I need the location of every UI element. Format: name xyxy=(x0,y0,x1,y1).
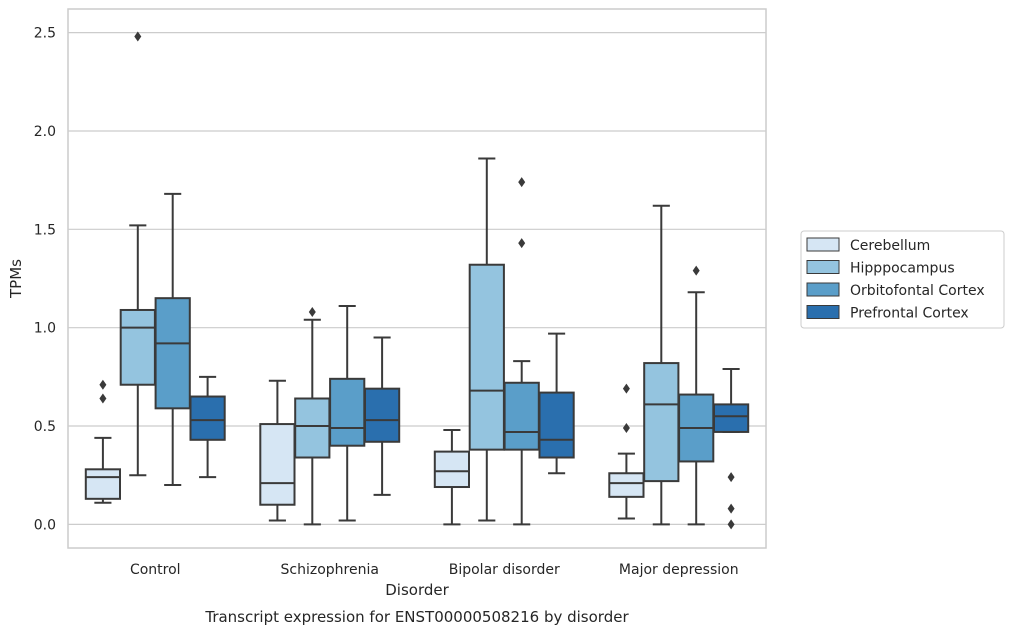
box-orbitofontal-cortex xyxy=(329,305,366,522)
box-iqr xyxy=(189,395,226,441)
outlier-point xyxy=(622,383,630,394)
legend-swatch xyxy=(806,282,840,297)
outlier-point xyxy=(99,379,107,390)
box-iqr xyxy=(608,472,645,498)
x-tick-labels: Control Schizophrenia Bipolar disorder Majo… xyxy=(130,562,739,578)
outlier-point xyxy=(727,472,735,483)
box-iqr xyxy=(329,377,366,447)
box-cerebellum xyxy=(84,379,122,504)
box-iqr xyxy=(503,381,540,451)
outlier-point xyxy=(622,423,630,434)
plot-frame xyxy=(67,8,767,549)
box-series-layer xyxy=(84,31,750,530)
y-tick-label: 0.0 xyxy=(34,517,56,533)
box-orbitofontal-cortex xyxy=(154,192,191,487)
box-iqr xyxy=(84,468,122,500)
box-prefrontal-cortex xyxy=(189,375,226,479)
legend-swatch xyxy=(806,260,840,274)
outlier-point xyxy=(518,238,526,249)
box-iqr xyxy=(538,391,575,459)
x-axis-label: Disorder xyxy=(385,581,449,599)
legend-frame xyxy=(800,230,1005,329)
outlier-point xyxy=(692,265,700,276)
outlier-point xyxy=(134,31,142,42)
outlier-point xyxy=(308,306,316,317)
legend-label: Hipppocampus xyxy=(850,261,955,277)
y-tick-label: 2.0 xyxy=(34,124,56,140)
y-axis-label: TPMs xyxy=(7,259,25,299)
box-iqr xyxy=(433,450,471,489)
box-orbitofontal-cortex xyxy=(678,265,715,526)
box-prefrontal-cortex xyxy=(363,336,401,496)
box-cerebellum xyxy=(259,379,296,522)
outlier-point xyxy=(727,503,735,514)
box-iqr xyxy=(259,423,296,506)
chart-title: Transcript expression for ENST0000050821… xyxy=(204,608,629,626)
legend-label: Orbitofontal Cortex xyxy=(850,283,985,299)
box-prefrontal-cortex xyxy=(712,367,750,530)
box-iqr xyxy=(712,403,750,433)
y-tick-label: 1.0 xyxy=(34,321,56,337)
outlier-point xyxy=(99,393,107,404)
box-iqr xyxy=(363,387,401,443)
box-hipppocampus xyxy=(468,157,505,522)
box-prefrontal-cortex xyxy=(538,332,575,475)
y-tick-labels: 0.0 0.5 1.0 1.5 2.0 2.5 xyxy=(34,26,56,534)
box-iqr xyxy=(643,362,680,483)
legend-label: Prefrontal Cortex xyxy=(850,306,969,322)
x-tick-label: Control xyxy=(130,562,181,578)
legend: Cerebellum Hipppocampus Orbitofontal Corte… xyxy=(800,230,1005,329)
y-tick-label: 0.5 xyxy=(34,419,56,435)
legend-swatch xyxy=(806,305,840,319)
box-cerebellum xyxy=(608,383,645,520)
box-hipppocampus xyxy=(643,204,680,526)
y-tick-label: 2.5 xyxy=(34,26,56,42)
outlier-point xyxy=(727,519,735,530)
x-tick-label: Bipolar disorder xyxy=(449,562,560,578)
outlier-point xyxy=(518,177,526,188)
box-iqr xyxy=(154,297,191,410)
legend-label: Cerebellum xyxy=(850,238,930,254)
box-iqr xyxy=(119,308,156,386)
legend-swatch xyxy=(806,237,840,252)
x-tick-label: Major depression xyxy=(619,562,739,578)
box-cerebellum xyxy=(433,428,471,526)
box-iqr xyxy=(468,263,505,451)
box-orbitofontal-cortex xyxy=(503,177,540,526)
x-tick-label: Schizophrenia xyxy=(281,562,379,578)
y-tick-label: 1.5 xyxy=(34,222,56,238)
box-iqr xyxy=(294,397,331,459)
box-hipppocampus xyxy=(119,31,156,477)
box-hipppocampus xyxy=(294,306,331,526)
